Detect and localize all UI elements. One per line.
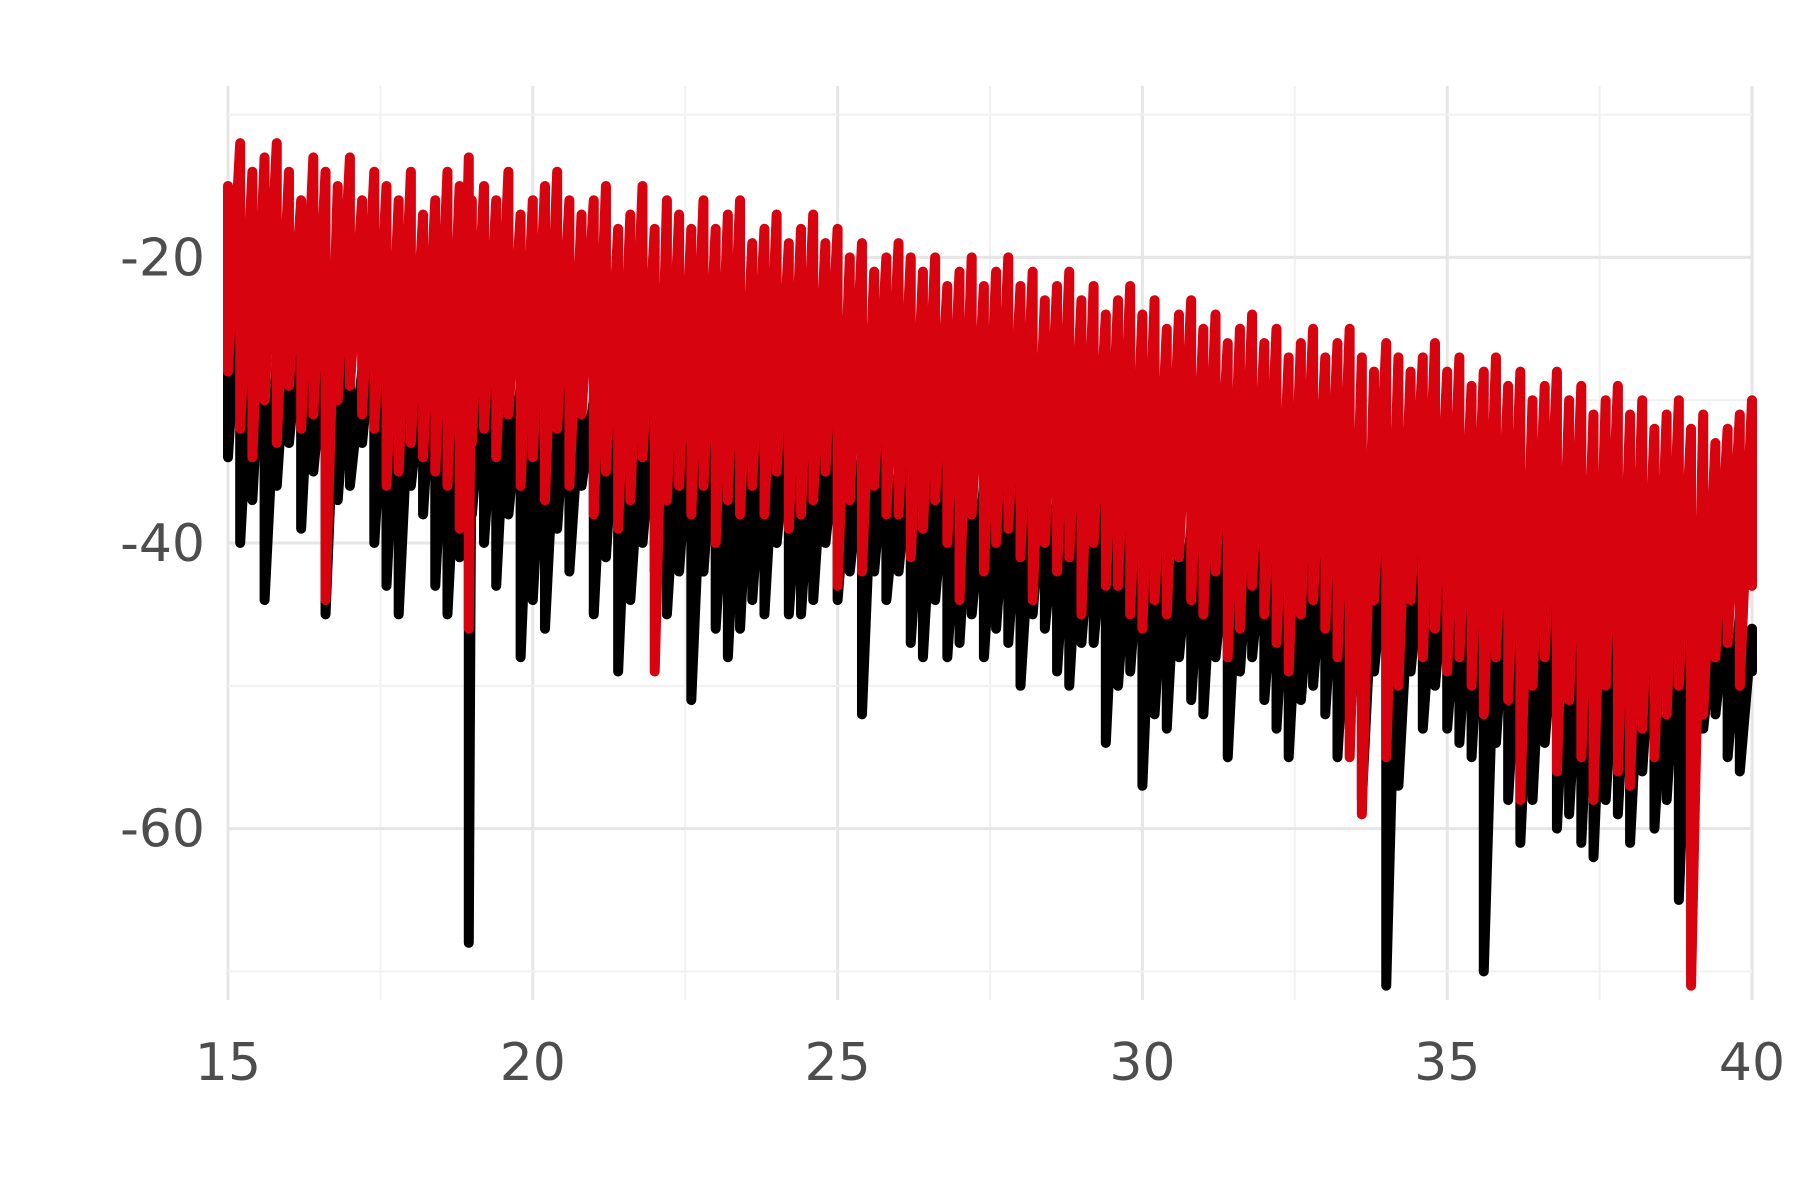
x-tick-label: 15 — [195, 1033, 261, 1093]
y-tick-label: -60 — [120, 800, 205, 860]
x-tick-label: 40 — [1719, 1033, 1785, 1093]
series-line-red — [223, 138, 1757, 991]
x-tick-label: 20 — [500, 1033, 566, 1093]
y-axis-ticks: -20 -40 -60 — [120, 228, 205, 859]
y-tick-label: -40 — [120, 514, 205, 574]
x-tick-label: 30 — [1109, 1033, 1175, 1093]
series-layer — [223, 138, 1757, 991]
x-tick-label: 25 — [805, 1033, 871, 1093]
x-axis-ticks: 15 20 25 30 35 40 — [195, 1033, 1785, 1093]
y-tick-label: -20 — [120, 228, 205, 288]
x-tick-label: 35 — [1414, 1033, 1480, 1093]
